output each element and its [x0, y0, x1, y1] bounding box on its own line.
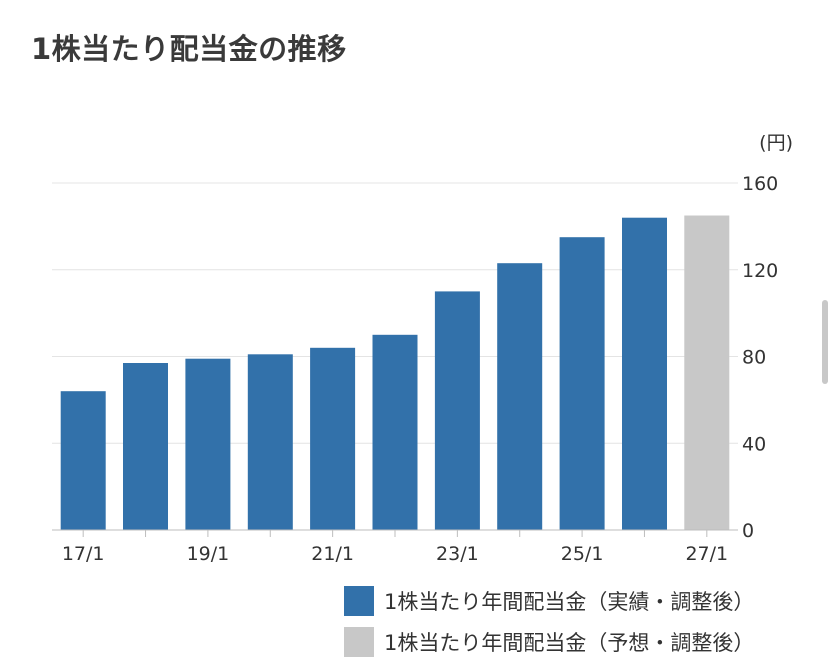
legend-item[interactable]: 1株当たり年間配当金（実績・調整後） — [344, 583, 824, 619]
axes: 0 40 80 120 160 17/1 19/1 21/1 23/1 25/1 27/1 — [52, 173, 778, 565]
y-tick-label: 40 — [742, 433, 766, 455]
y-tick-label: 0 — [742, 520, 754, 542]
page-title: 1株当たり配当金の推移 — [31, 32, 347, 66]
x-tick-label: 23/1 — [436, 543, 479, 565]
bar-actual[interactable] — [622, 217, 667, 530]
bar-actual[interactable] — [497, 263, 543, 530]
x-tick-label: 19/1 — [187, 543, 230, 565]
x-tick-label: 21/1 — [311, 543, 354, 565]
legend: 1株当たり年間配当金（実績・調整後） 1株当たり年間配当金（予想・調整後） — [344, 583, 824, 665]
y-tick-label: 80 — [742, 347, 766, 369]
legend-item[interactable]: 1株当たり年間配当金（予想・調整後） — [344, 624, 824, 660]
legend-label: 1株当たり年間配当金（予想・調整後） — [384, 631, 755, 655]
bar-actual[interactable] — [559, 237, 605, 530]
bars — [60, 215, 730, 531]
bar-actual[interactable] — [372, 334, 418, 530]
scrollbar-thumb[interactable] — [822, 300, 828, 384]
x-tick-label: 17/1 — [62, 543, 105, 565]
bar-actual[interactable] — [310, 347, 356, 530]
legend-swatch — [344, 586, 374, 616]
bar-forecast[interactable] — [684, 215, 730, 531]
y-tick-label: 120 — [742, 260, 778, 282]
legend-label: 1株当たり年間配当金（実績・調整後） — [384, 590, 755, 614]
y-tick-label: 160 — [742, 173, 778, 195]
x-tick-label: 25/1 — [561, 543, 604, 565]
legend-swatch — [344, 627, 374, 657]
y-axis-unit-label: (円) — [759, 132, 793, 154]
bar-actual[interactable] — [247, 354, 293, 530]
x-tick-label: 27/1 — [685, 543, 728, 565]
bar-actual[interactable] — [434, 291, 480, 530]
bar-actual[interactable] — [123, 363, 168, 530]
bar-actual[interactable] — [60, 391, 106, 530]
bar-actual[interactable] — [185, 358, 231, 530]
